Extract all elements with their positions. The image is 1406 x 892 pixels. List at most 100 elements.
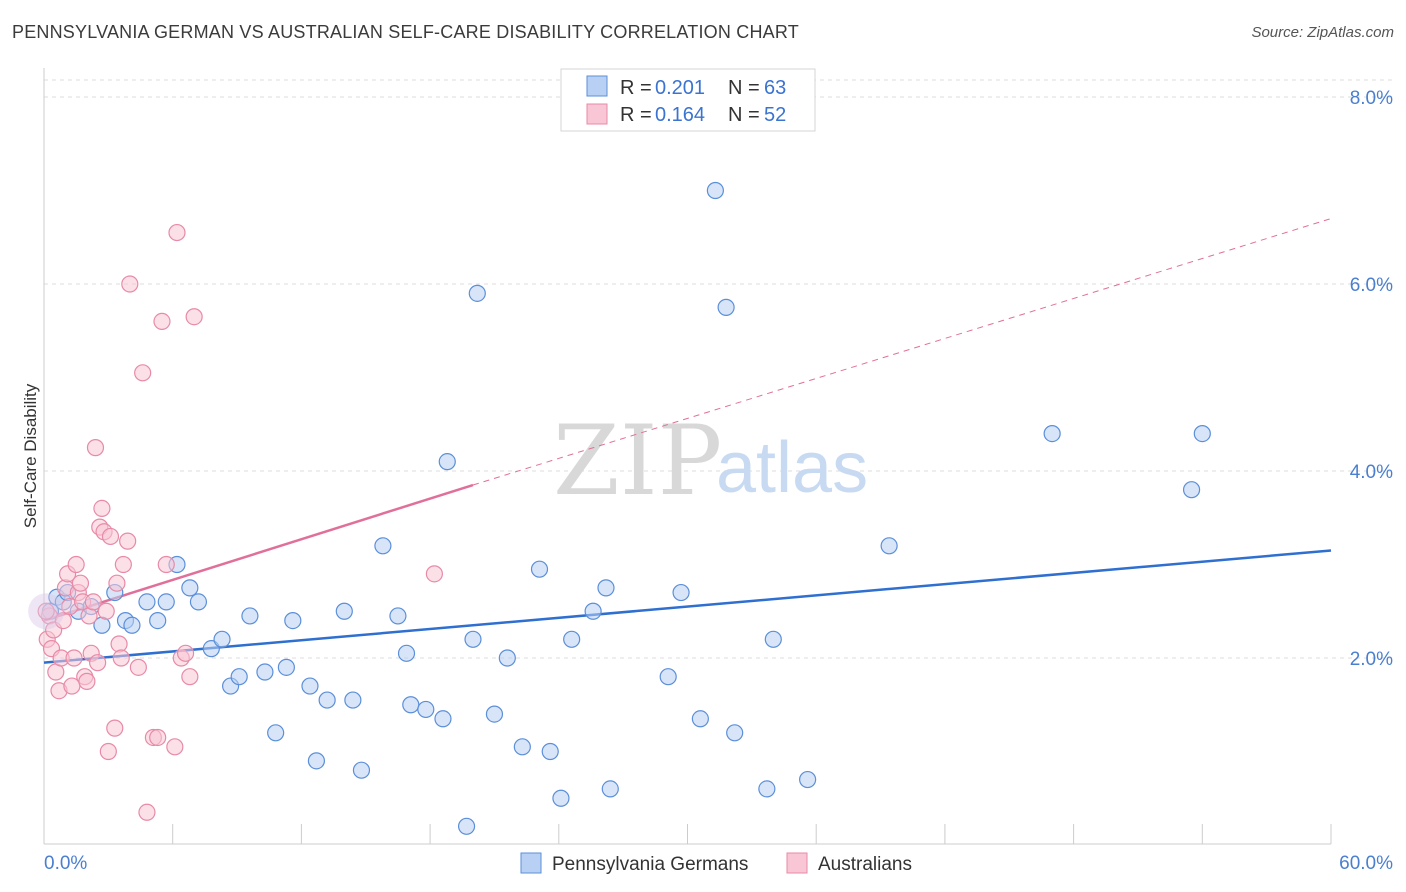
blue-data-point	[284, 611, 302, 630]
blue-data-point	[498, 649, 516, 667]
blue-data-point	[301, 677, 319, 695]
blue-data-point	[597, 579, 615, 597]
y-axis-label: Self-Care Disability	[21, 383, 40, 528]
y-tick-label: 8.0%	[1350, 88, 1393, 109]
y-tick-labels: 2.0% 4.0% 6.0% 8.0%	[1350, 88, 1393, 670]
blue-data-point	[726, 724, 744, 742]
pink-data-point	[86, 439, 105, 457]
blue-data-point	[256, 663, 274, 681]
blue-data-point	[149, 611, 167, 630]
watermark-zip: ZIP	[553, 405, 722, 517]
blue-data-point	[189, 593, 208, 611]
blue-data-point	[563, 630, 581, 648]
axes	[43, 68, 1332, 845]
blue-data-point	[434, 710, 452, 728]
pink-data-point	[67, 555, 85, 574]
pink-data-point	[110, 635, 128, 653]
blue-data-point	[758, 780, 776, 798]
blue-data-point	[402, 696, 420, 714]
blue-data-point	[1193, 425, 1211, 443]
pink-data-point	[168, 223, 186, 242]
blue-data-point	[344, 691, 362, 709]
legend-swatch-blue	[586, 75, 608, 97]
pink-data-point	[181, 668, 199, 686]
pink-data-point	[78, 672, 96, 690]
blue-data-point	[123, 616, 141, 634]
legend: R = 0.201 N = 63 R = 0.164 N = 52	[560, 68, 816, 132]
y-tick-label: 2.0%	[1350, 649, 1393, 670]
pink-data-point	[71, 574, 90, 592]
pink-data-point	[129, 658, 147, 676]
blue-data-point	[352, 761, 371, 779]
pink-data-point	[157, 555, 175, 574]
blue-data-point	[157, 593, 175, 611]
pink-data-point	[149, 728, 167, 747]
pink-data-point	[108, 574, 126, 592]
blue-data-point	[513, 738, 531, 756]
blue-data-point	[213, 630, 231, 648]
blue-trend-line	[43, 549, 1332, 664]
blue-data-point	[457, 817, 476, 835]
blue-data-point	[485, 705, 504, 723]
watermark-atlas: atlas	[716, 428, 868, 508]
blue-data-point	[672, 583, 690, 602]
pink-data-point	[166, 738, 184, 756]
source-credit: Source: ZipAtlas.com	[1251, 24, 1394, 41]
blue-data-point	[307, 752, 326, 770]
legend-n-label-1: N =	[728, 77, 760, 99]
bottom-legend: Pennsylvania Germans Australians	[520, 852, 912, 875]
pink-data-point	[99, 742, 117, 761]
blue-data-point	[241, 607, 259, 625]
blue-data-point	[717, 298, 735, 316]
chart-title: PENNSYLVANIA GERMAN VS AUSTRALIAN SELF-C…	[12, 22, 799, 42]
pink-data-point	[65, 649, 83, 667]
bottom-legend-swatch-pink	[786, 852, 808, 874]
pink-data-point	[106, 719, 124, 737]
pink-data-point	[112, 649, 130, 667]
blue-data-point	[552, 789, 570, 807]
pink-trend-extension	[472, 218, 1332, 486]
blue-data-point	[438, 453, 456, 471]
blue-data-point	[659, 668, 677, 686]
blue-data-point	[706, 181, 724, 200]
bottom-legend-label-pink: Australians	[818, 854, 912, 875]
pink-data-point	[134, 364, 152, 382]
blue-data-point	[530, 560, 549, 578]
blue-data-point	[389, 607, 407, 625]
pink-data-point	[89, 654, 107, 672]
data-points	[28, 181, 1211, 835]
pink-data-point	[119, 532, 137, 550]
blue-data-point	[601, 780, 619, 798]
cluster-point	[28, 593, 65, 630]
blue-data-point	[374, 537, 392, 555]
legend-r-label-2: R =	[620, 104, 652, 126]
blue-data-point	[541, 742, 559, 761]
blue-data-point	[417, 700, 435, 719]
y-tick-label: 4.0%	[1350, 462, 1393, 483]
blue-data-point	[468, 284, 486, 302]
bottom-legend-label-blue: Pennsylvania Germans	[552, 854, 748, 875]
pink-data-point	[425, 565, 443, 583]
pink-data-point	[176, 644, 195, 662]
legend-swatch-pink	[586, 103, 608, 125]
pink-data-point	[97, 602, 115, 620]
blue-data-point	[230, 668, 248, 686]
blue-data-point	[880, 537, 898, 555]
x-tick-min: 0.0%	[44, 853, 87, 874]
blue-data-point	[181, 579, 199, 597]
legend-n-label-2: N =	[728, 104, 760, 126]
legend-r-value-1: 0.201	[655, 77, 705, 99]
pink-data-point	[37, 602, 55, 620]
x-tick-max: 60.0%	[1339, 853, 1393, 874]
legend-n-value-2: 52	[764, 104, 786, 126]
pink-data-point	[138, 803, 156, 821]
blue-data-point	[1043, 425, 1061, 443]
pink-data-point	[153, 312, 171, 330]
blue-data-point	[277, 658, 295, 676]
blue-data-point	[464, 630, 482, 648]
pink-data-point	[54, 611, 72, 630]
pink-data-point	[185, 308, 203, 326]
pink-data-point	[93, 499, 111, 517]
pink-data-point	[121, 275, 139, 293]
